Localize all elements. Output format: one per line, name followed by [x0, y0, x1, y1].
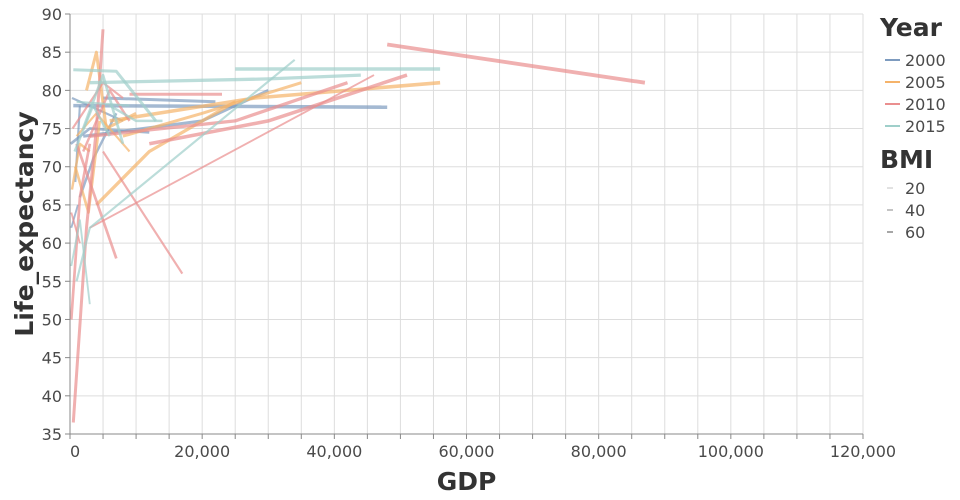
- legend-year-entries: 2000 2005 2010 2015: [885, 51, 946, 136]
- series-line-2015: [70, 219, 91, 305]
- series-line-2010: [71, 29, 105, 423]
- y-axis: 35 40 45 50 55 60 65 70 75 80 85 90: [42, 5, 71, 444]
- series-line-2015: [75, 58, 296, 282]
- y-tick-label: 80: [42, 81, 62, 100]
- series-2010: [69, 29, 646, 423]
- series-line-2010: [70, 212, 81, 244]
- x-tick-label: 80,000: [571, 442, 627, 461]
- series-line-2005: [95, 100, 237, 207]
- y-tick-label: 60: [42, 234, 62, 253]
- series-line-2015: [109, 104, 163, 123]
- legend-bmi-entries: 20 40 60: [887, 179, 925, 242]
- legend-bmi-title: BMI: [880, 145, 933, 174]
- series-line-2010: [386, 42, 646, 85]
- series-line-2010: [89, 74, 375, 229]
- y-tick-label: 65: [42, 196, 62, 215]
- legend-year-label: 2010: [905, 95, 946, 114]
- legend-year-label: 2015: [905, 117, 946, 136]
- x-axis: 0 20,000 40,000 60,000 80,000 100,000 120,000: [69, 433, 896, 461]
- series-line-2010: [148, 73, 408, 146]
- series-2015: [70, 58, 441, 305]
- x-tick-label: 0: [70, 442, 80, 461]
- x-tick-label: 20,000: [174, 442, 230, 461]
- y-tick-label: 40: [42, 387, 62, 406]
- series-layer: [69, 29, 646, 423]
- x-tick-label: 40,000: [306, 442, 362, 461]
- series-line-2005: [109, 80, 441, 123]
- y-axis-title: Life_expectancy: [10, 111, 39, 336]
- y-tick-label: 70: [42, 158, 62, 177]
- x-tick-label: 100,000: [698, 442, 764, 461]
- y-tick-label: 35: [42, 425, 62, 444]
- y-tick-label: 90: [42, 5, 62, 24]
- grid-lines: [69, 13, 864, 435]
- legend-year-label: 2005: [905, 73, 946, 92]
- legend-bmi-label: 40: [905, 201, 925, 220]
- series-line-2015: [76, 100, 130, 107]
- series-line-2010: [102, 150, 184, 275]
- y-tick-label: 50: [42, 310, 62, 329]
- series-line-2005: [70, 142, 91, 190]
- series-line-2000: [70, 204, 79, 229]
- series-line-2010: [75, 143, 118, 259]
- y-tick-label: 45: [42, 349, 62, 368]
- series-line-2015: [89, 73, 361, 85]
- x-tick-label: 120,000: [830, 442, 896, 461]
- y-tick-label: 55: [42, 272, 62, 291]
- series-line-2010: [82, 89, 131, 152]
- legend: Year 2000 2005 2010 2015 BMI 20 40 60: [879, 13, 946, 242]
- series-line-2010: [89, 81, 349, 138]
- legend-year-title: Year: [879, 13, 943, 42]
- legend-year-label: 2000: [905, 51, 946, 70]
- x-tick-label: 60,000: [439, 442, 495, 461]
- legend-bmi-label: 20: [905, 179, 925, 198]
- y-tick-label: 75: [42, 120, 62, 139]
- series-line-2015: [73, 68, 158, 122]
- series-line-2010: [69, 143, 92, 320]
- series-line-2000: [102, 96, 216, 104]
- legend-bmi-label: 60: [905, 223, 925, 242]
- x-axis-title: GDP: [437, 467, 497, 496]
- y-tick-label: 85: [42, 43, 62, 62]
- series-line-2015: [73, 104, 111, 152]
